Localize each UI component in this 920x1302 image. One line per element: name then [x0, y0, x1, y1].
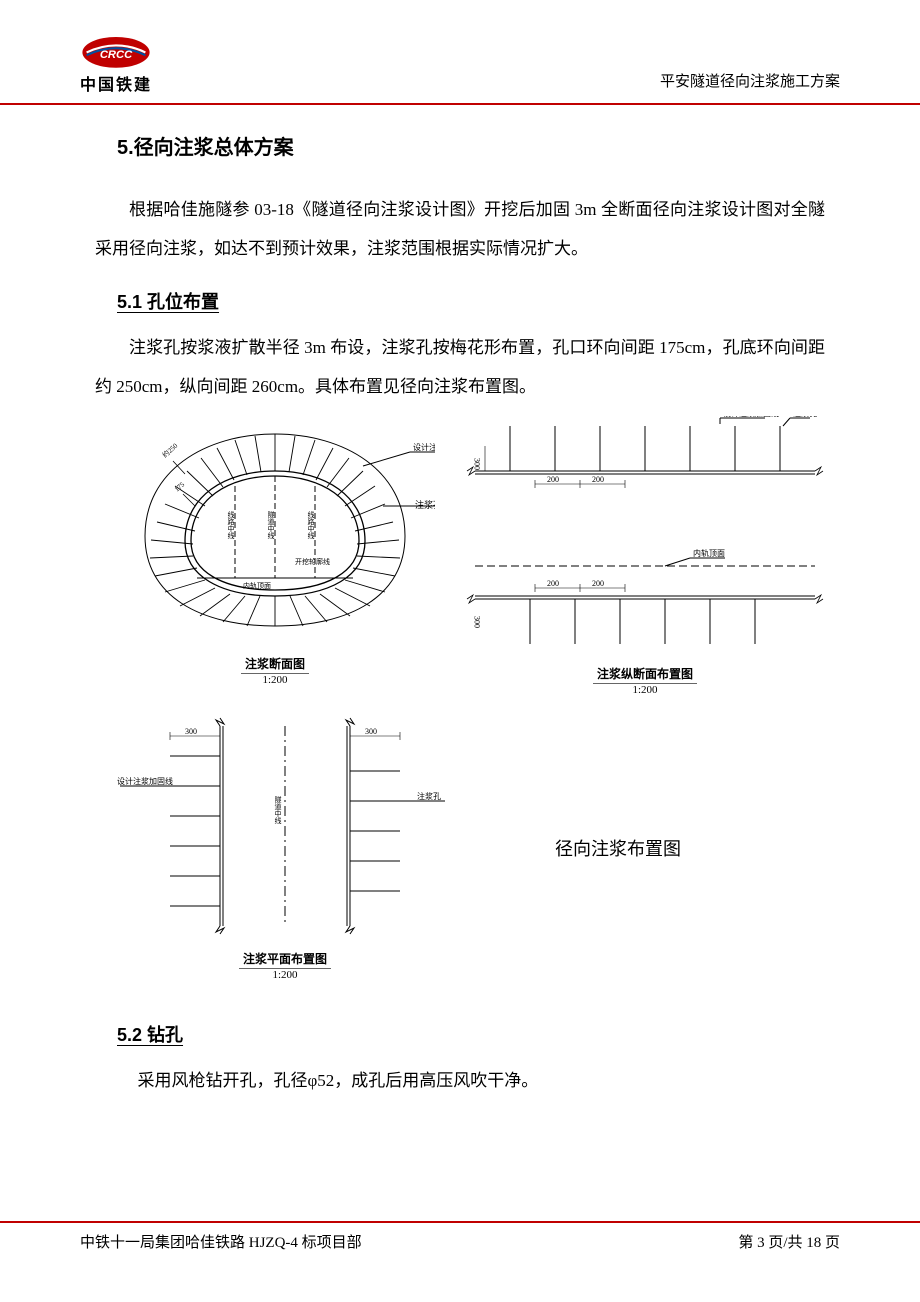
heading-5-2: 5.2 钻孔: [117, 1021, 825, 1047]
label-hole-long: 注浆孔: [793, 416, 817, 418]
para-5-2: 采用风枪钻开孔，孔径φ52，成孔后用高压风吹干净。: [95, 1061, 825, 1100]
caption-cross: 注浆断面图: [241, 655, 309, 674]
page-footer: 中铁十一局集团哈佳铁路 HJZQ-4 标项目部 第 3 页/共 18 页: [0, 1221, 920, 1252]
label-design-line: 设计注浆加固线: [723, 416, 779, 418]
footer-left: 中铁十一局集团哈佳铁路 HJZQ-4 标项目部: [80, 1231, 362, 1252]
para-5-intro: 根据哈佳施隧参 03-18《隧道径向注浆设计图》开挖后加固 3m 全断面径向注浆…: [95, 190, 825, 268]
label-right-center: 线路中线: [307, 510, 315, 539]
dim-200c: 200: [547, 579, 559, 588]
label-left-center: 线路中线: [227, 510, 235, 539]
heading-5: 5.径向注浆总体方案: [117, 131, 825, 160]
diagram-longitudinal: 设计注浆加固线 注浆孔 内轨顶面 300 200 200 200 200 300…: [465, 416, 825, 696]
label-hole: 注浆孔: [415, 499, 435, 510]
label-rail-long: 内轨顶面: [693, 548, 725, 558]
document-title: 平安隧道径向注浆施工方案: [660, 70, 840, 95]
scale-long: 1:200: [632, 684, 657, 696]
dim-200a: 200: [547, 475, 559, 484]
dim-300b: 300: [473, 616, 482, 628]
diagram-plan: 300 300 设计注浆加固线 注浆孔 隧道中线 注浆平面布置图 1:200: [115, 716, 455, 981]
scale-plan: 1:200: [272, 969, 297, 981]
dim-300-plan-a: 300: [185, 727, 197, 736]
scale-cross: 1:200: [262, 674, 287, 686]
label-tunnel-center: 隧道中线: [267, 510, 275, 539]
svg-text:CRCC: CRCC: [100, 49, 133, 61]
label-rail: 内轨顶面: [243, 581, 271, 590]
diagram-row-2: 300 300 设计注浆加固线 注浆孔 隧道中线 注浆平面布置图 1:200 径…: [115, 716, 825, 981]
diagram-cross-section: 设计注浆加固外轮线 注浆孔 线路中线 隧道中线 线路中线 开挖轮廓线 内轨顶面 …: [115, 416, 435, 696]
label-excavation: 开挖轮廓线: [295, 557, 330, 566]
diagram-row-1: 设计注浆加固外轮线 注浆孔 线路中线 隧道中线 线路中线 开挖轮廓线 内轨顶面 …: [115, 416, 825, 696]
page-header: CRCC 中国铁建 平安隧道径向注浆施工方案: [0, 0, 920, 105]
dim-250: 约250: [160, 441, 179, 460]
overall-caption: 径向注浆布置图: [555, 835, 681, 861]
label-outer: 设计注浆加固外轮线: [413, 442, 435, 452]
footer-right: 第 3 页/共 18 页: [738, 1231, 840, 1252]
page-content: 5.径向注浆总体方案 根据哈佳施隧参 03-18《隧道径向注浆设计图》开挖后加固…: [0, 105, 920, 1100]
heading-5-1: 5.1 孔位布置: [117, 288, 825, 314]
dim-200d: 200: [592, 579, 604, 588]
label-design-plan: 设计注浆加固线: [117, 776, 173, 786]
label-hole-plan: 注浆孔: [417, 791, 441, 801]
dim-175: 175: [173, 480, 187, 493]
crcc-logo-icon: CRCC: [81, 30, 151, 69]
caption-long: 注浆纵断面布置图: [593, 665, 697, 684]
logo-block: CRCC 中国铁建: [80, 30, 152, 95]
para-5-1: 注浆孔按浆液扩散半径 3m 布设，注浆孔按梅花形布置，孔口环向间距 175cm，…: [95, 328, 825, 406]
dim-300a: 300: [473, 458, 482, 470]
dim-200b: 200: [592, 475, 604, 484]
dim-300-plan-b: 300: [365, 727, 377, 736]
label-center-plan: 隧道中线: [274, 795, 282, 824]
logo-text: 中国铁建: [80, 71, 152, 95]
caption-plan: 注浆平面布置图: [239, 950, 331, 969]
